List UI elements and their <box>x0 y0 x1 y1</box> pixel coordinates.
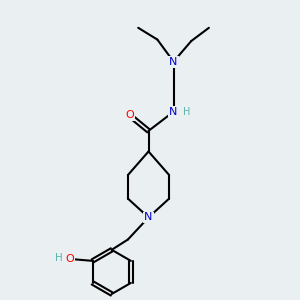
Text: H: H <box>183 107 190 117</box>
Text: N: N <box>169 107 178 117</box>
Text: N: N <box>169 57 178 67</box>
Text: N: N <box>144 212 153 222</box>
Text: H: H <box>55 253 63 263</box>
Text: O: O <box>65 254 74 264</box>
Text: O: O <box>125 110 134 120</box>
